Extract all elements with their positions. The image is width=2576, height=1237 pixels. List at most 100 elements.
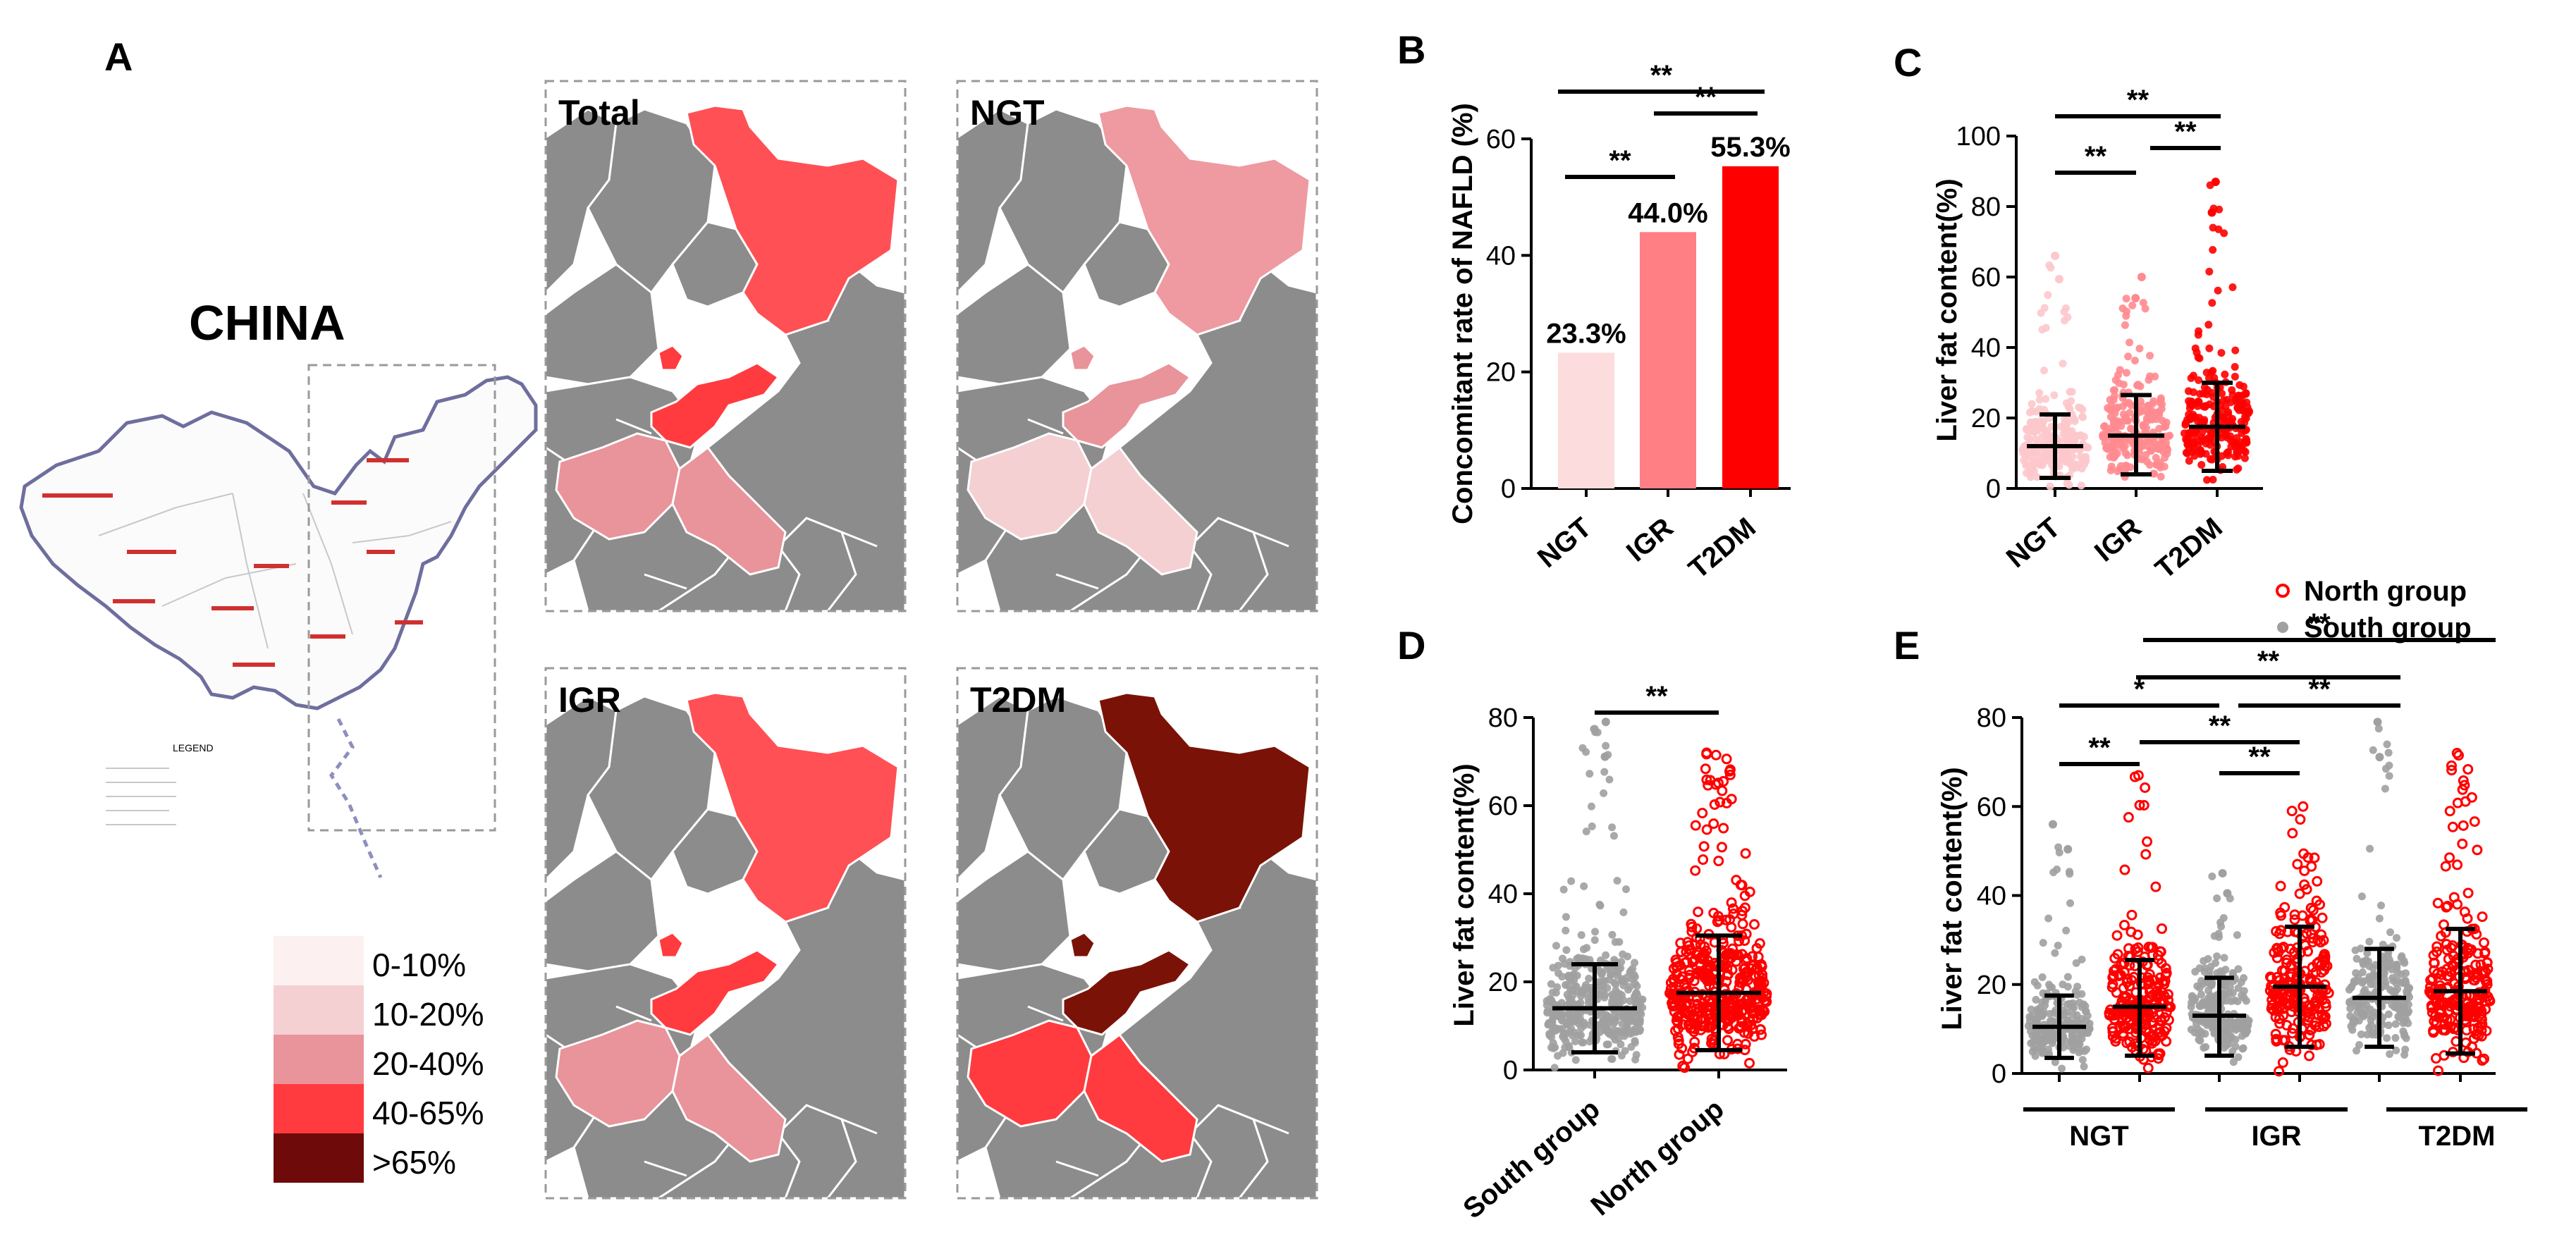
data-point — [2062, 926, 2071, 935]
data-point — [2319, 1013, 2330, 1024]
data-point — [2345, 998, 2354, 1007]
data-point — [2185, 457, 2193, 465]
data-point — [2278, 942, 2289, 953]
data-point — [2428, 1027, 2439, 1038]
data-point — [2121, 462, 2130, 470]
data-point — [2307, 904, 2319, 916]
bohai-sea — [687, 293, 799, 384]
error-bar-ngt — [2027, 412, 2083, 480]
data-point — [2153, 1050, 2164, 1061]
data-point — [2126, 926, 2137, 937]
data-point — [2352, 968, 2360, 977]
data-point — [2142, 424, 2151, 432]
data-point — [1551, 1043, 1559, 1052]
data-point — [1710, 779, 1722, 790]
bar-ngt — [1558, 352, 1614, 488]
y-tick-label: 100 — [1956, 122, 2001, 152]
data-point — [1613, 989, 1621, 997]
x-category-label: T2DM — [2419, 1121, 2496, 1152]
data-point — [2264, 971, 2276, 983]
data-point — [2139, 298, 2147, 307]
data-point — [2392, 934, 2400, 942]
data-point — [1598, 969, 1607, 978]
data-point — [2205, 344, 2214, 352]
data-point — [2195, 1035, 2203, 1044]
data-point — [2023, 433, 2032, 441]
x-category-label: NGT — [2069, 1121, 2128, 1152]
map-title-total: Total — [558, 93, 640, 133]
data-point — [1582, 748, 1590, 756]
data-point — [2286, 806, 2298, 817]
data-point — [2204, 321, 2213, 329]
data-point — [2027, 1005, 2035, 1014]
data-point — [1722, 962, 1733, 973]
data-point — [1582, 827, 1590, 836]
data-point — [2228, 968, 2237, 977]
data-point — [2068, 1036, 2077, 1045]
data-point — [1691, 968, 1703, 980]
data-point — [2126, 409, 2134, 417]
data-point — [2063, 313, 2072, 321]
data-point — [2304, 1050, 2315, 1061]
data-point — [1672, 1023, 1683, 1035]
data-point — [1690, 865, 1701, 876]
data-point — [2078, 990, 2086, 998]
chart-b-ylabel: Concomitant rate of NAFLD (%) — [1447, 103, 1478, 524]
x-tick-label: South group — [1457, 1093, 1605, 1225]
data-point — [2317, 995, 2328, 1006]
data-point — [2200, 402, 2208, 411]
data-point — [2384, 1010, 2393, 1018]
data-point — [2117, 1020, 2128, 1031]
data-point — [1595, 1028, 1604, 1036]
data-point — [2078, 955, 2086, 964]
error-bar-t2dm — [2189, 381, 2245, 473]
data-point — [1761, 988, 1772, 999]
error-bar-north-group — [1676, 933, 1761, 1052]
significance-label: ** — [1645, 681, 1668, 712]
data-point — [1691, 923, 1703, 935]
data-point — [1590, 936, 1599, 944]
data-point — [2144, 986, 2155, 997]
data-point — [2218, 868, 2227, 878]
data-point — [1553, 983, 1562, 992]
chart-c: Liver fat content(%) 0 20 40 60 80 100 NGT IGR T… — [1932, 85, 2263, 585]
data-point — [1602, 1040, 1611, 1049]
bar-igr — [1640, 232, 1696, 488]
data-point — [2156, 987, 2167, 998]
data-point — [1564, 981, 1572, 990]
data-point — [2311, 895, 2322, 906]
data-point — [2243, 438, 2251, 447]
data-point — [1704, 980, 1715, 992]
data-point — [2156, 1030, 2167, 1042]
data-point — [2469, 975, 2480, 986]
data-point — [2123, 812, 2134, 823]
region-northeast — [1097, 691, 1311, 923]
data-point — [2140, 782, 2151, 794]
significance-label: ** — [1609, 145, 1631, 176]
data-point — [1574, 954, 1583, 962]
map-frame — [544, 667, 907, 1200]
data-point — [2061, 453, 2069, 461]
panel-label-b: B — [1397, 27, 1425, 72]
data-point — [2190, 1028, 2199, 1037]
data-point — [1726, 922, 1737, 933]
data-point — [2158, 417, 2166, 425]
data-point — [2348, 983, 2356, 991]
data-point — [2157, 394, 2165, 402]
data-point — [2399, 1027, 2408, 1035]
data-point — [2142, 1062, 2154, 1073]
y-tick-label: 60 — [1488, 792, 1518, 821]
data-point — [2025, 1013, 2034, 1021]
x-tick-label: North group — [1585, 1093, 1729, 1221]
data-point — [2462, 887, 2474, 899]
data-point — [2063, 973, 2072, 981]
y-tick-label: 40 — [1488, 880, 1518, 909]
data-point — [1574, 987, 1582, 996]
data-point — [2135, 345, 2144, 353]
data-point — [2223, 1026, 2231, 1035]
data-point — [2353, 1047, 2361, 1055]
data-point — [2317, 912, 2328, 923]
data-point — [2217, 922, 2226, 930]
y-tick-label: 20 — [1977, 971, 2006, 1000]
data-point — [2157, 923, 2168, 935]
